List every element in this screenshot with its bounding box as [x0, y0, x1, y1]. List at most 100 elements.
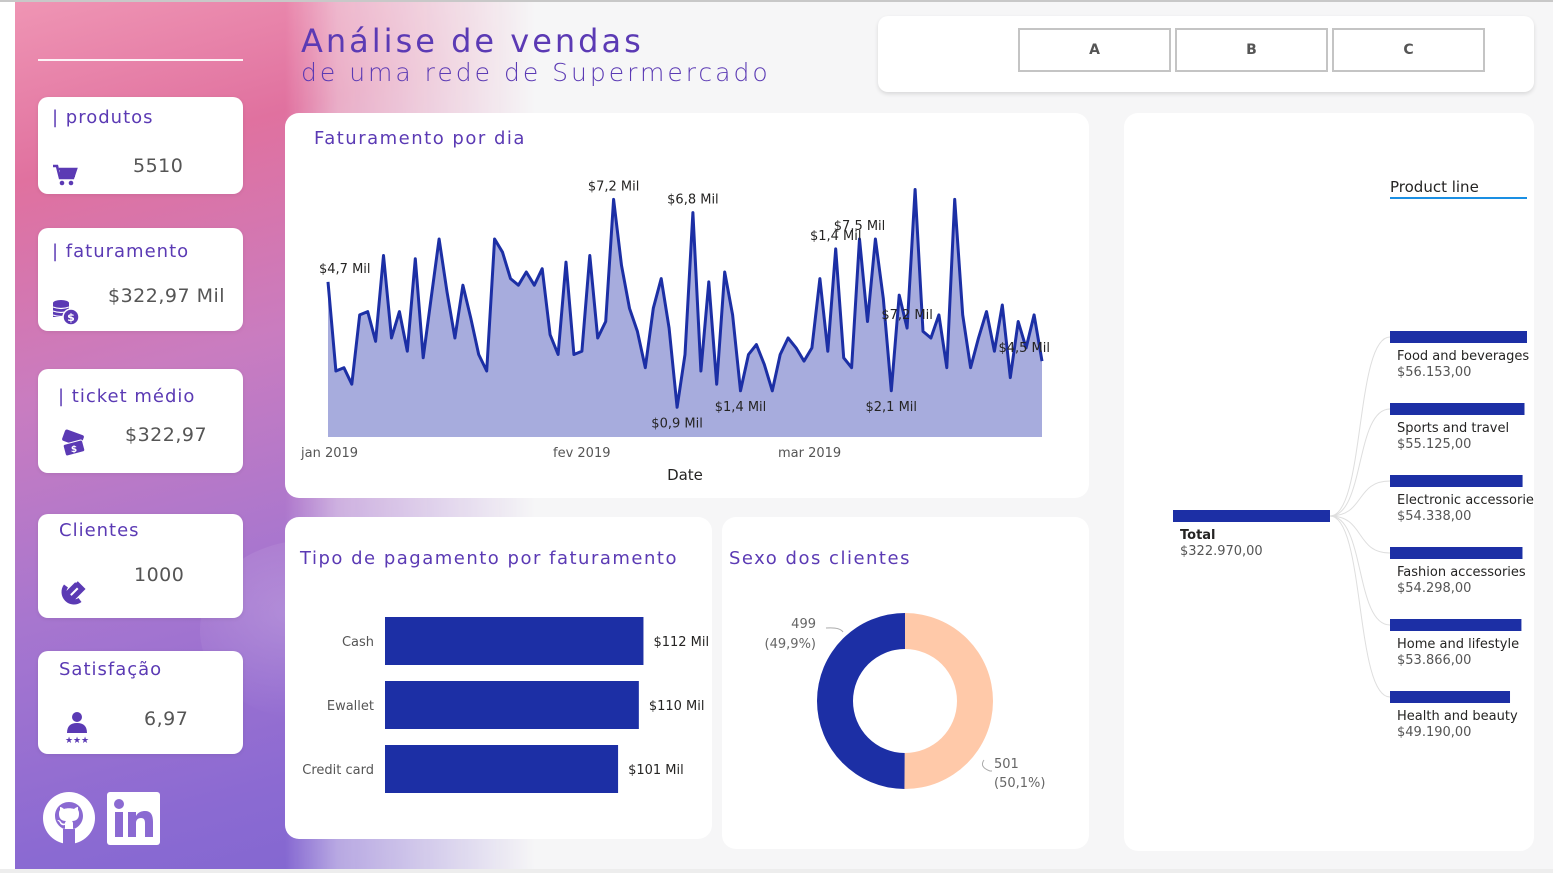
data-point[interactable]	[881, 296, 885, 300]
data-point[interactable]	[794, 346, 798, 350]
slicer-button-a[interactable]: A	[1018, 28, 1171, 72]
data-point[interactable]	[842, 356, 846, 360]
data-point[interactable]	[350, 382, 354, 386]
daily-revenue-chart[interactable]: $4,7 Mil $7,2 Mil $0,9 Mil $6,8 Mil $1,4 Mil…	[285, 113, 1089, 498]
data-point[interactable]	[564, 260, 568, 264]
data-point[interactable]	[532, 283, 536, 287]
data-point[interactable]	[580, 349, 584, 353]
data-point[interactable]	[921, 329, 925, 333]
data-point[interactable]	[731, 313, 735, 317]
data-point[interactable]	[778, 353, 782, 357]
linkedin-icon[interactable]	[107, 792, 160, 845]
data-point[interactable]	[873, 237, 877, 241]
data-point[interactable]	[984, 310, 988, 314]
data-point[interactable]	[643, 366, 647, 370]
data-point[interactable]	[627, 306, 631, 310]
slicer-button-c[interactable]: C	[1332, 28, 1485, 72]
data-point[interactable]	[699, 369, 703, 373]
product-line-tree[interactable]: Product line Total$322.970,00 Food and be…	[1124, 113, 1534, 851]
data-point[interactable]	[667, 326, 671, 330]
data-point[interactable]	[659, 277, 663, 281]
tree-node-bar[interactable]	[1390, 547, 1523, 559]
data-point[interactable]	[342, 366, 346, 370]
data-point[interactable]	[953, 197, 957, 201]
data-point[interactable]	[1008, 376, 1012, 380]
data-point[interactable]	[501, 250, 505, 254]
data-point[interactable]	[746, 353, 750, 357]
data-point[interactable]	[1032, 313, 1036, 317]
data-point[interactable]	[326, 280, 330, 284]
data-point[interactable]	[524, 270, 528, 274]
data-point[interactable]	[913, 188, 917, 192]
data-point[interactable]	[421, 356, 425, 360]
data-point[interactable]	[834, 247, 838, 251]
data-point[interactable]	[969, 366, 973, 370]
data-point[interactable]	[612, 197, 616, 201]
data-point[interactable]	[413, 257, 417, 261]
slicer-button-b[interactable]: B	[1175, 28, 1328, 72]
data-point[interactable]	[572, 353, 576, 357]
data-point[interactable]	[810, 346, 814, 350]
data-point[interactable]	[374, 339, 378, 343]
tree-node-bar[interactable]	[1390, 475, 1523, 487]
data-point[interactable]	[865, 320, 869, 324]
data-point[interactable]	[977, 336, 981, 340]
data-point[interactable]	[723, 270, 727, 274]
data-point[interactable]	[707, 280, 711, 284]
github-icon[interactable]	[42, 791, 96, 845]
data-point[interactable]	[818, 277, 822, 281]
data-point[interactable]	[548, 333, 552, 337]
tree-node-bar[interactable]	[1390, 691, 1511, 703]
data-point[interactable]	[397, 310, 401, 314]
data-point[interactable]	[1040, 359, 1044, 363]
data-point[interactable]	[1016, 320, 1020, 324]
data-point[interactable]	[516, 283, 520, 287]
data-point[interactable]	[715, 382, 719, 386]
data-point[interactable]	[389, 336, 393, 340]
donut-slice[interactable]	[904, 613, 993, 789]
data-point[interactable]	[620, 263, 624, 267]
data-point[interactable]	[961, 313, 965, 317]
data-point[interactable]	[683, 353, 687, 357]
data-point[interactable]	[556, 353, 560, 357]
data-point[interactable]	[445, 290, 449, 294]
tree-node-bar[interactable]	[1390, 619, 1522, 631]
data-point[interactable]	[405, 349, 409, 353]
data-point[interactable]	[635, 329, 639, 333]
data-point[interactable]	[802, 359, 806, 363]
gender-donut-chart[interactable]: 501 (50,1%) 499 (49,9%)	[722, 517, 1089, 849]
data-point[interactable]	[1000, 303, 1004, 307]
data-point[interactable]	[945, 366, 949, 370]
data-point[interactable]	[469, 316, 473, 320]
data-point[interactable]	[770, 389, 774, 393]
data-point[interactable]	[691, 211, 695, 215]
payment-bar[interactable]	[385, 745, 619, 793]
data-point[interactable]	[937, 313, 941, 317]
payment-bar[interactable]	[385, 681, 639, 729]
data-point[interactable]	[588, 254, 592, 258]
data-point[interactable]	[493, 237, 497, 241]
data-point[interactable]	[461, 283, 465, 287]
data-point[interactable]	[508, 277, 512, 281]
data-point[interactable]	[596, 336, 600, 340]
data-point[interactable]	[897, 293, 901, 297]
data-point[interactable]	[358, 313, 362, 317]
data-point[interactable]	[366, 310, 370, 314]
data-point[interactable]	[826, 349, 830, 353]
data-point[interactable]	[651, 306, 655, 310]
donut-slice[interactable]	[816, 613, 905, 789]
tree-node-bar[interactable]	[1390, 403, 1525, 415]
data-point[interactable]	[675, 405, 679, 409]
payment-bar[interactable]	[385, 617, 644, 665]
data-point[interactable]	[540, 267, 544, 271]
data-point[interactable]	[929, 336, 933, 340]
data-point[interactable]	[850, 366, 854, 370]
data-point[interactable]	[604, 320, 608, 324]
data-point[interactable]	[453, 336, 457, 340]
data-point[interactable]	[334, 369, 338, 373]
data-point[interactable]	[754, 343, 758, 347]
data-point[interactable]	[739, 389, 743, 393]
data-point[interactable]	[786, 336, 790, 340]
payment-type-chart[interactable]: Cash $112 Mil Ewallet $110 Mil Credit card $1…	[285, 517, 712, 839]
data-point[interactable]	[485, 369, 489, 373]
